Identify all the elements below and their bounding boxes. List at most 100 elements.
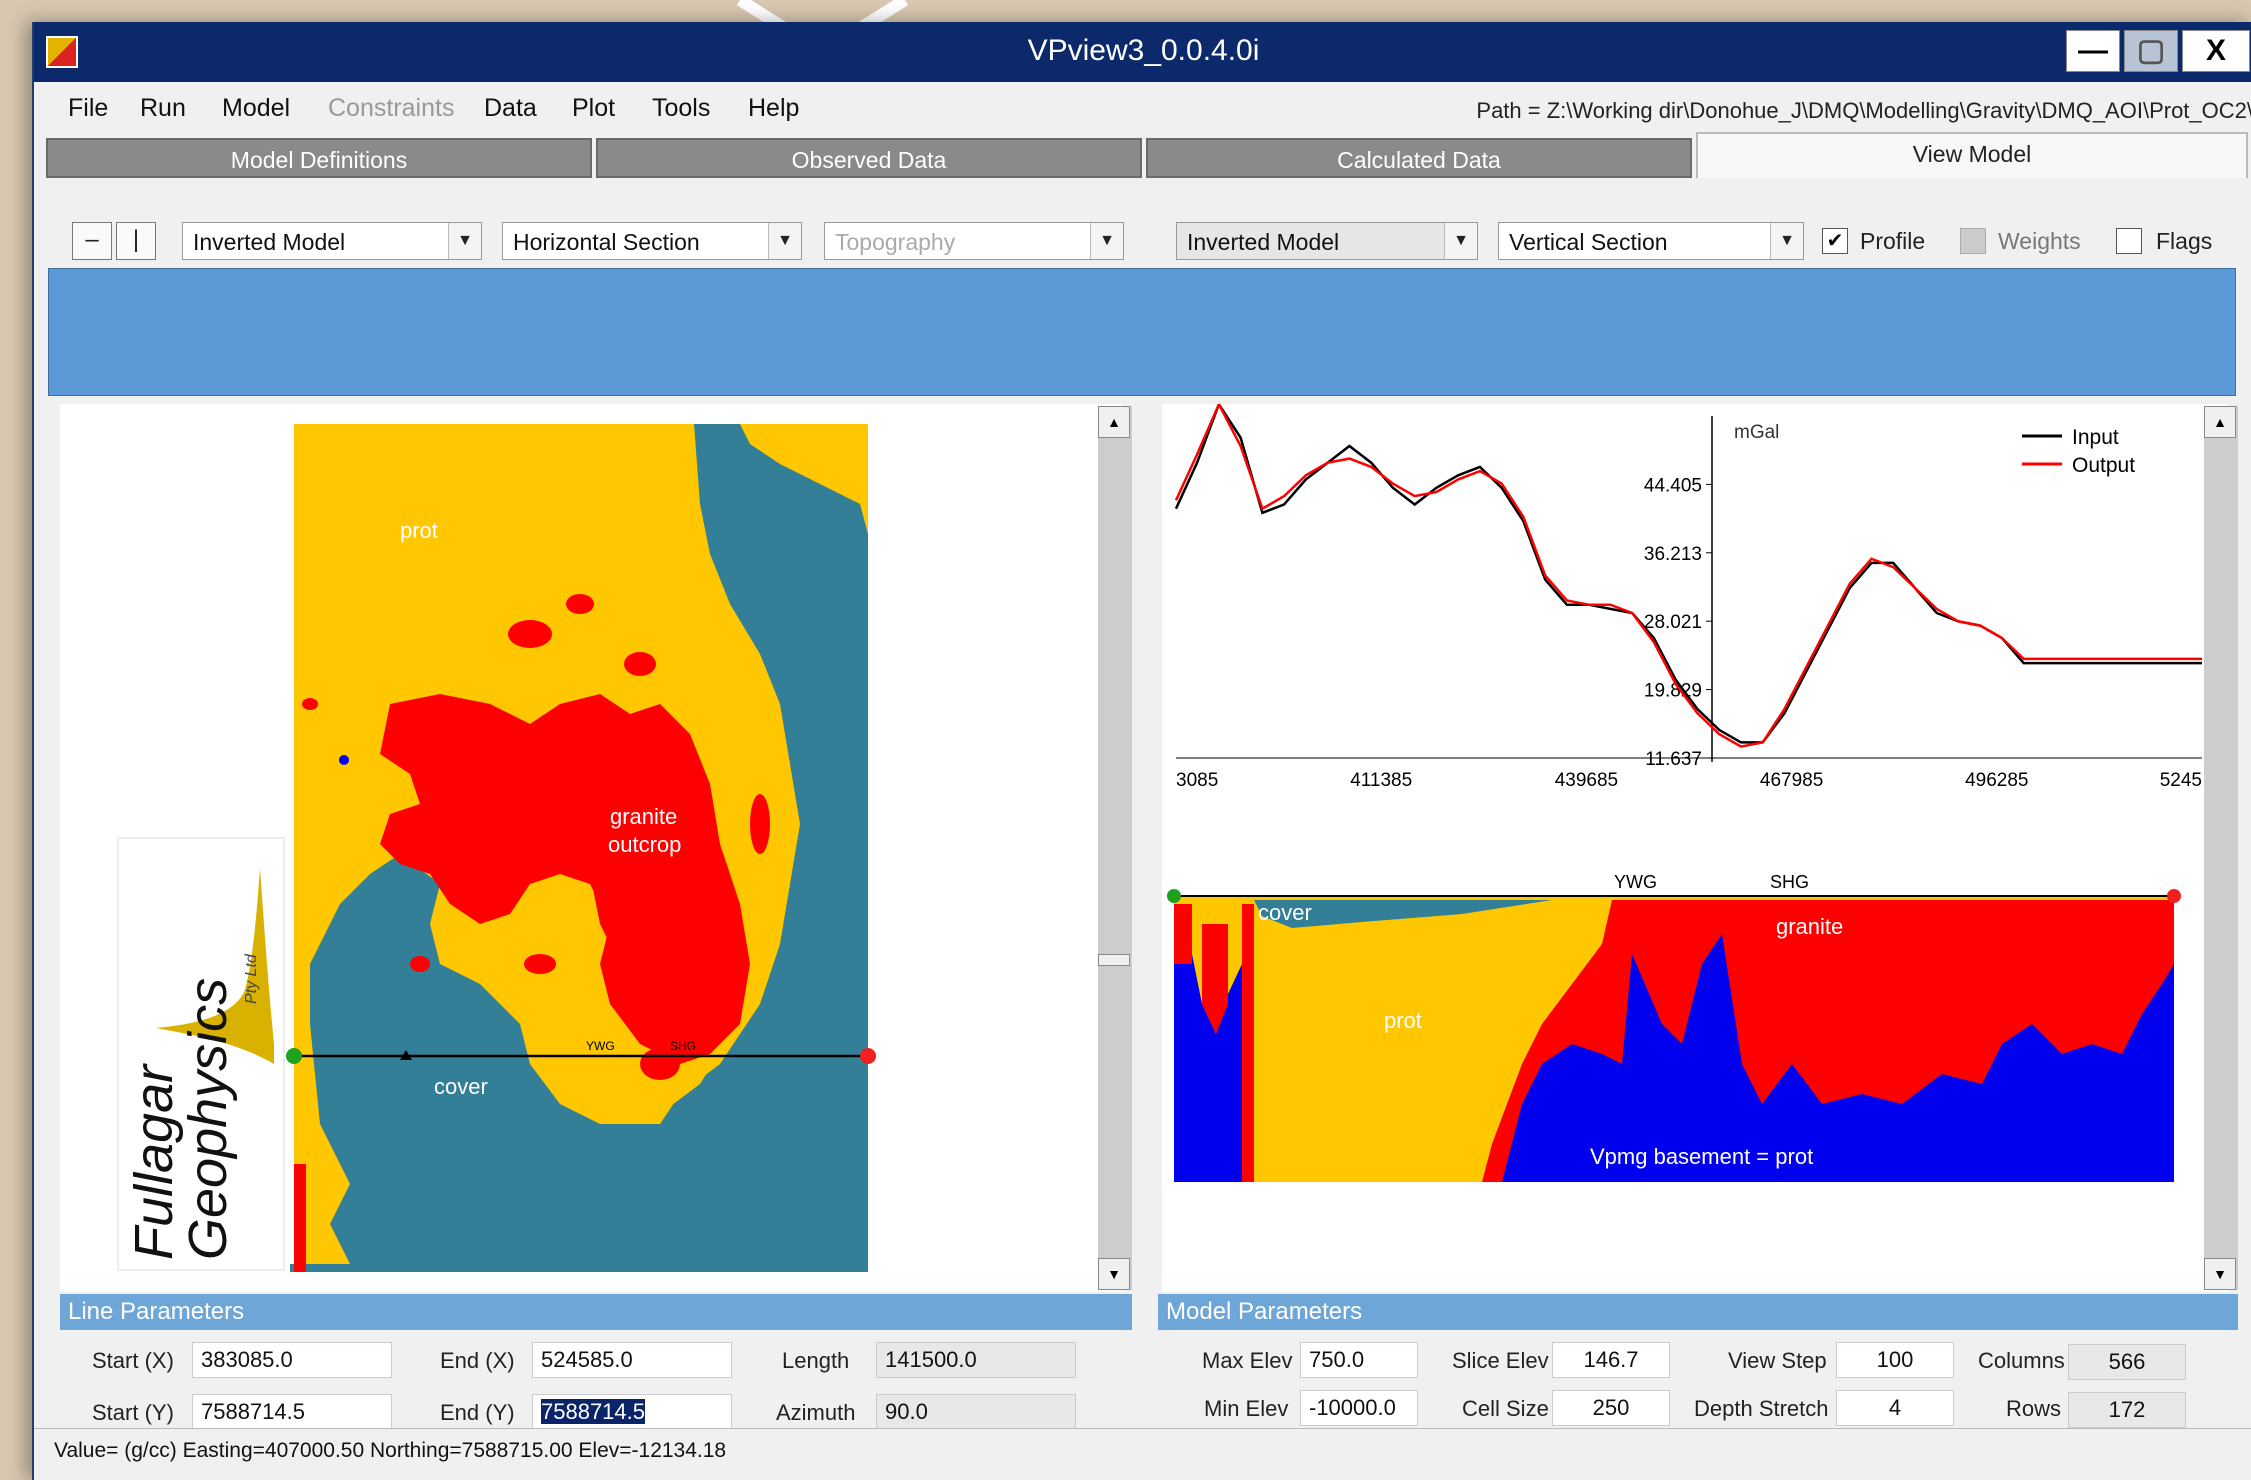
slice-elev-label: Slice Elev — [1452, 1348, 1549, 1373]
svg-text:Pty Ltd: Pty Ltd — [243, 953, 260, 1004]
svg-text:outcrop: outcrop — [608, 832, 681, 857]
svg-text:Fullagar: Fullagar — [124, 1063, 184, 1260]
menu-constraints[interactable]: Constraints — [328, 94, 455, 122]
depth-stretch-label: Depth Stretch — [1694, 1396, 1829, 1421]
tab-model-definitions[interactable]: Model Definitions — [46, 138, 592, 178]
length-field: 141500.0 — [876, 1342, 1076, 1378]
profile-checkbox[interactable]: ✔ — [1822, 228, 1848, 254]
start-x-label: Start (X) — [92, 1348, 174, 1373]
menu-plot[interactable]: Plot — [572, 94, 616, 122]
svg-text:Geophysics: Geophysics — [178, 978, 238, 1260]
min-elev-field[interactable]: -10000.0 — [1300, 1390, 1418, 1426]
weights-label: Weights — [1998, 228, 2081, 254]
columns-label: Columns — [1978, 1348, 2065, 1373]
profile-chart[interactable]: mGal 44.405 36.213 28.021 19.829 11.637 3085… — [1162, 401, 2228, 804]
legend-output-label: Output — [2072, 454, 2135, 477]
start-x-field[interactable]: 383085.0 — [192, 1342, 392, 1378]
window-title: VPview3_0.0.4.0i — [1027, 34, 1260, 67]
separator-button[interactable]: | — [116, 222, 156, 260]
series-output-line — [1174, 401, 2202, 748]
status-bar: Value= (g/cc) Easting=407000.50 Northing… — [34, 1428, 2251, 1477]
right-scrollbar[interactable]: ▲ ▼ — [2204, 406, 2238, 1290]
end-x-field[interactable]: 524585.0 — [532, 1342, 732, 1378]
svg-text:cover: cover — [434, 1074, 488, 1099]
left-scrollbar[interactable]: ▲ ▼ — [1098, 406, 1132, 1290]
min-elev-label: Min Elev — [1204, 1396, 1289, 1421]
y-tick-label: 11.637 — [1645, 749, 1702, 770]
svg-text:YWG: YWG — [1614, 872, 1657, 892]
svg-text:SHG: SHG — [1770, 872, 1809, 892]
cell-size-field[interactable]: 250 — [1552, 1390, 1670, 1426]
x-tick-label: 3085 — [1176, 770, 1218, 791]
maximize-button[interactable]: ▢ — [2124, 30, 2178, 72]
zoom-out-button[interactable]: – — [72, 222, 112, 260]
svg-text:YWG: YWG — [586, 1039, 615, 1053]
tab-observed-data[interactable]: Observed Data — [596, 138, 1142, 178]
series-input-line — [1174, 401, 2202, 744]
app-icon[interactable] — [46, 36, 78, 68]
depth-stretch-field[interactable]: 4 — [1836, 1390, 1954, 1426]
tab-view-model[interactable]: View Model — [1696, 132, 2248, 178]
x-tick-label: 5245 — [2160, 770, 2202, 791]
start-y-field[interactable]: 7588714.5 — [192, 1394, 392, 1430]
scroll-down-icon[interactable]: ▼ — [2204, 1258, 2236, 1290]
rows-label: Rows — [2006, 1396, 2062, 1421]
scroll-up-icon[interactable]: ▲ — [1098, 406, 1130, 438]
svg-text:cover: cover — [1258, 900, 1312, 925]
start-y-label: Start (Y) — [92, 1400, 174, 1425]
topography-select[interactable]: Topography ▼ — [824, 222, 1124, 260]
y-tick-label: 36.213 — [1644, 544, 1702, 565]
path-label: Path = Z:\Working dir\Donohue_J\DMQ\Mode… — [1476, 98, 2251, 123]
app-window: VPview3_0.0.4.0i — ▢ X File Run Model Co… — [32, 22, 2251, 1480]
azimuth-field: 90.0 — [876, 1394, 1076, 1430]
title-bar: VPview3_0.0.4.0i — ▢ X — [34, 22, 2251, 82]
left-model-select[interactable]: Inverted Model ▼ — [182, 222, 482, 260]
close-button[interactable]: X — [2182, 30, 2250, 72]
svg-text:prot: prot — [1384, 1008, 1422, 1033]
chevron-down-icon: ▼ — [768, 223, 801, 259]
max-elev-field[interactable]: 750.0 — [1300, 1342, 1418, 1378]
menu-bar: File Run Model Constraints Data Plot Too… — [34, 84, 2251, 132]
x-tick-label: 439685 — [1555, 770, 1618, 791]
view-step-field[interactable]: 100 — [1836, 1342, 1954, 1378]
horizontal-section-map[interactable]: Fullagar Geophysics Pty Ltd prot granite… — [60, 404, 1122, 1292]
x-tick-label: 496285 — [1965, 770, 2028, 791]
scroll-down-icon[interactable]: ▼ — [1098, 1258, 1130, 1290]
left-section-select[interactable]: Horizontal Section ▼ — [502, 222, 802, 260]
columns-field: 566 — [2068, 1344, 2186, 1380]
color-scale-band — [48, 268, 2236, 396]
svg-text:granite: granite — [610, 804, 677, 829]
minimize-button[interactable]: — — [2066, 30, 2120, 72]
scroll-up-icon[interactable]: ▲ — [2204, 406, 2236, 438]
tab-calculated-data[interactable]: Calculated Data — [1146, 138, 1692, 178]
menu-model[interactable]: Model — [222, 94, 291, 122]
scroll-thumb[interactable] — [1098, 954, 1130, 966]
weights-checkbox[interactable] — [1960, 228, 1986, 254]
end-y-label: End (Y) — [440, 1400, 515, 1425]
end-y-field[interactable]: 7588714.5 — [532, 1394, 732, 1430]
menu-data[interactable]: Data — [484, 94, 537, 122]
x-tick-label: 467985 — [1760, 770, 1823, 791]
length-label: Length — [782, 1348, 850, 1373]
right-model-select[interactable]: Inverted Model ▼ — [1176, 222, 1478, 260]
profile-label: Profile — [1860, 228, 1926, 254]
flags-label: Flags — [2156, 228, 2213, 254]
slice-elev-field[interactable]: 146.7 — [1552, 1342, 1670, 1378]
menu-file[interactable]: File — [68, 94, 109, 122]
max-elev-label: Max Elev — [1202, 1348, 1293, 1373]
azimuth-label: Azimuth — [776, 1400, 856, 1425]
chevron-down-icon: ▼ — [448, 223, 481, 259]
status-text: Value= (g/cc) Easting=407000.50 Northing… — [54, 1439, 727, 1462]
right-section-select[interactable]: Vertical Section ▼ — [1498, 222, 1804, 260]
menu-help[interactable]: Help — [748, 94, 800, 122]
model-parameters-header: Model Parameters — [1158, 1294, 2238, 1330]
cell-size-label: Cell Size — [1462, 1396, 1549, 1421]
menu-run[interactable]: Run — [140, 94, 186, 122]
y-tick-label: 44.405 — [1644, 475, 1702, 496]
x-tick-label: 411385 — [1350, 770, 1412, 791]
profile-panel: mGal 44.405 36.213 28.021 19.829 11.637 3085… — [1162, 401, 2228, 1292]
vertical-section[interactable]: cover prot granite YWG SHG Vpmg basement… — [1162, 804, 2228, 1292]
flags-checkbox[interactable] — [2116, 228, 2142, 254]
legend-input-label: Input — [2072, 426, 2119, 449]
menu-tools[interactable]: Tools — [652, 94, 711, 122]
